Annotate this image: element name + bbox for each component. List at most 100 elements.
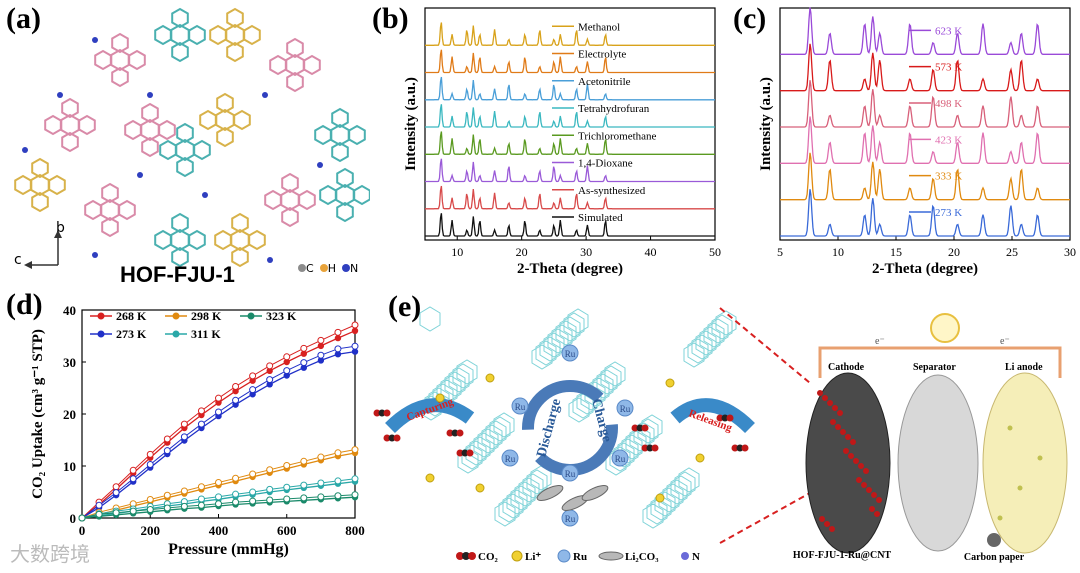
panel-b: (b) 10 20 30 40 50 2-Theta (degree) Intensity …	[370, 0, 725, 290]
plot-frame	[779, 7, 1071, 241]
point-0-13	[300, 350, 308, 357]
series-1-4-dioxane	[425, 158, 715, 183]
open-point-1-11	[266, 376, 274, 384]
framework-ring-48	[695, 330, 717, 356]
cathode-co2-2	[843, 448, 849, 454]
molecule-5-ring-top	[31, 157, 49, 179]
point-1-11	[266, 381, 273, 388]
legend-label-1: 273 K	[116, 327, 147, 341]
open-point-1-3	[129, 475, 137, 483]
open-point-1-16	[351, 342, 359, 350]
cathode-co2-19	[824, 521, 830, 527]
point-0-11	[266, 367, 273, 375]
point-0-14	[317, 342, 325, 350]
molecule-4-ring-right	[78, 114, 96, 136]
cathode-co2-5	[822, 395, 828, 401]
y-axis-title: Intensity (a.u.)	[758, 77, 774, 171]
molecule-9-ring-bottom	[281, 206, 299, 228]
legend-label-2: 498 K	[935, 98, 962, 110]
molecule-13-ring-top	[141, 102, 159, 124]
framework-ring-20	[559, 316, 581, 342]
point-0-12	[283, 358, 290, 366]
legend-marker-3	[172, 330, 180, 338]
molecule-8-ring-left	[214, 229, 232, 251]
nitrogen-atom-3	[57, 92, 63, 98]
molecule-6-ring-right	[118, 199, 136, 221]
panel-a: (a) HOF-FJU-1 b c C H N	[0, 0, 370, 300]
axis-b-label: b	[56, 220, 65, 236]
cathode-co2-0	[817, 390, 823, 396]
open-point-4-1	[95, 510, 103, 518]
open-point-4-0	[78, 514, 86, 522]
open-point-2-12	[283, 462, 291, 470]
open-point-1-10	[249, 386, 257, 394]
cathode-co2-1	[830, 419, 836, 425]
cathode-co2-15	[832, 405, 838, 411]
point-1-12	[283, 372, 290, 379]
open-point-3-16	[351, 475, 359, 483]
molecule-2-ring-bottom	[226, 41, 244, 63]
cathode-co2-9	[874, 511, 880, 517]
legend-ru-icon	[557, 549, 571, 563]
framework-ring-56	[691, 334, 713, 360]
framework-ring-64	[687, 338, 709, 364]
molecule-11-ring-left	[319, 184, 337, 206]
li-ion-6	[425, 473, 435, 483]
framework-ring-66	[461, 444, 483, 470]
open-point-4-16	[351, 491, 359, 499]
co2-isotherm-chart: 0 200 400 600 800 0 10 20 30 40 Pressure (mmHg) CO₂…	[30, 303, 365, 558]
framework-ring-47	[658, 487, 680, 513]
molecule-4-ring-top	[61, 97, 79, 119]
legend-atom-h: H	[319, 262, 336, 275]
co2-c-0	[378, 409, 386, 417]
framework-ring-8	[715, 310, 737, 336]
anode-li-dot-1	[1037, 455, 1043, 461]
open-point-0-6	[180, 420, 188, 428]
open-point-1-12	[283, 367, 291, 375]
legend-atom-n-text: N	[349, 262, 359, 275]
series-as-synthesized	[425, 185, 715, 210]
legend-label-n: N	[692, 551, 700, 563]
open-point-2-6	[180, 487, 188, 495]
ru-atom-label-0: Ru	[565, 349, 576, 359]
y-tick-label-2: 20	[63, 407, 76, 422]
y-axis-title: Intensity (a.u.)	[403, 77, 419, 171]
co2-c-6	[721, 414, 729, 422]
cathode-co2-3	[856, 477, 862, 483]
molecule-4-ring-bottom	[61, 131, 79, 153]
x-tick-label-2: 400	[209, 523, 229, 538]
series-acetonitrile	[425, 76, 715, 101]
open-point-3-13	[300, 481, 308, 489]
y-tick-label-0: 0	[70, 511, 77, 526]
atom-n-dot-icon	[341, 264, 350, 272]
cathode-co2-13	[866, 487, 872, 493]
open-point-2-4	[146, 495, 154, 503]
framework-ring-26	[481, 424, 503, 450]
molecule-7-ring-right	[188, 229, 206, 251]
open-point-4-6	[180, 502, 188, 510]
molecule-3-ring-top	[286, 37, 304, 59]
open-point-4-15	[334, 492, 342, 500]
open-point-0-9	[232, 383, 240, 391]
molecule-0-ring-top	[111, 32, 129, 54]
x-tick-label-3: 20	[948, 245, 960, 259]
anode-li-dot-2	[1017, 485, 1023, 491]
co2-o2-5	[651, 444, 659, 452]
open-point-3-11	[266, 485, 274, 493]
legend-label-3: 423 K	[935, 134, 962, 146]
co2-o2-6	[726, 414, 734, 422]
open-point-3-14	[317, 479, 325, 487]
li2co3-particle-0	[536, 485, 564, 501]
framework-ring-13	[600, 365, 622, 391]
open-point-2-7	[197, 483, 205, 491]
open-point-4-3	[129, 507, 137, 515]
framework-ring-75	[494, 501, 516, 527]
open-point-2-11	[266, 466, 274, 474]
molecule-2-ring-right	[243, 24, 261, 46]
open-point-0-11	[266, 362, 274, 370]
co2-c-5	[646, 444, 654, 452]
li-ion-4	[475, 483, 485, 493]
framework-ring-38	[625, 430, 647, 456]
carbon-paper-caption: Carbon paper	[964, 552, 1025, 563]
molecule-9-ring-top	[281, 172, 299, 194]
